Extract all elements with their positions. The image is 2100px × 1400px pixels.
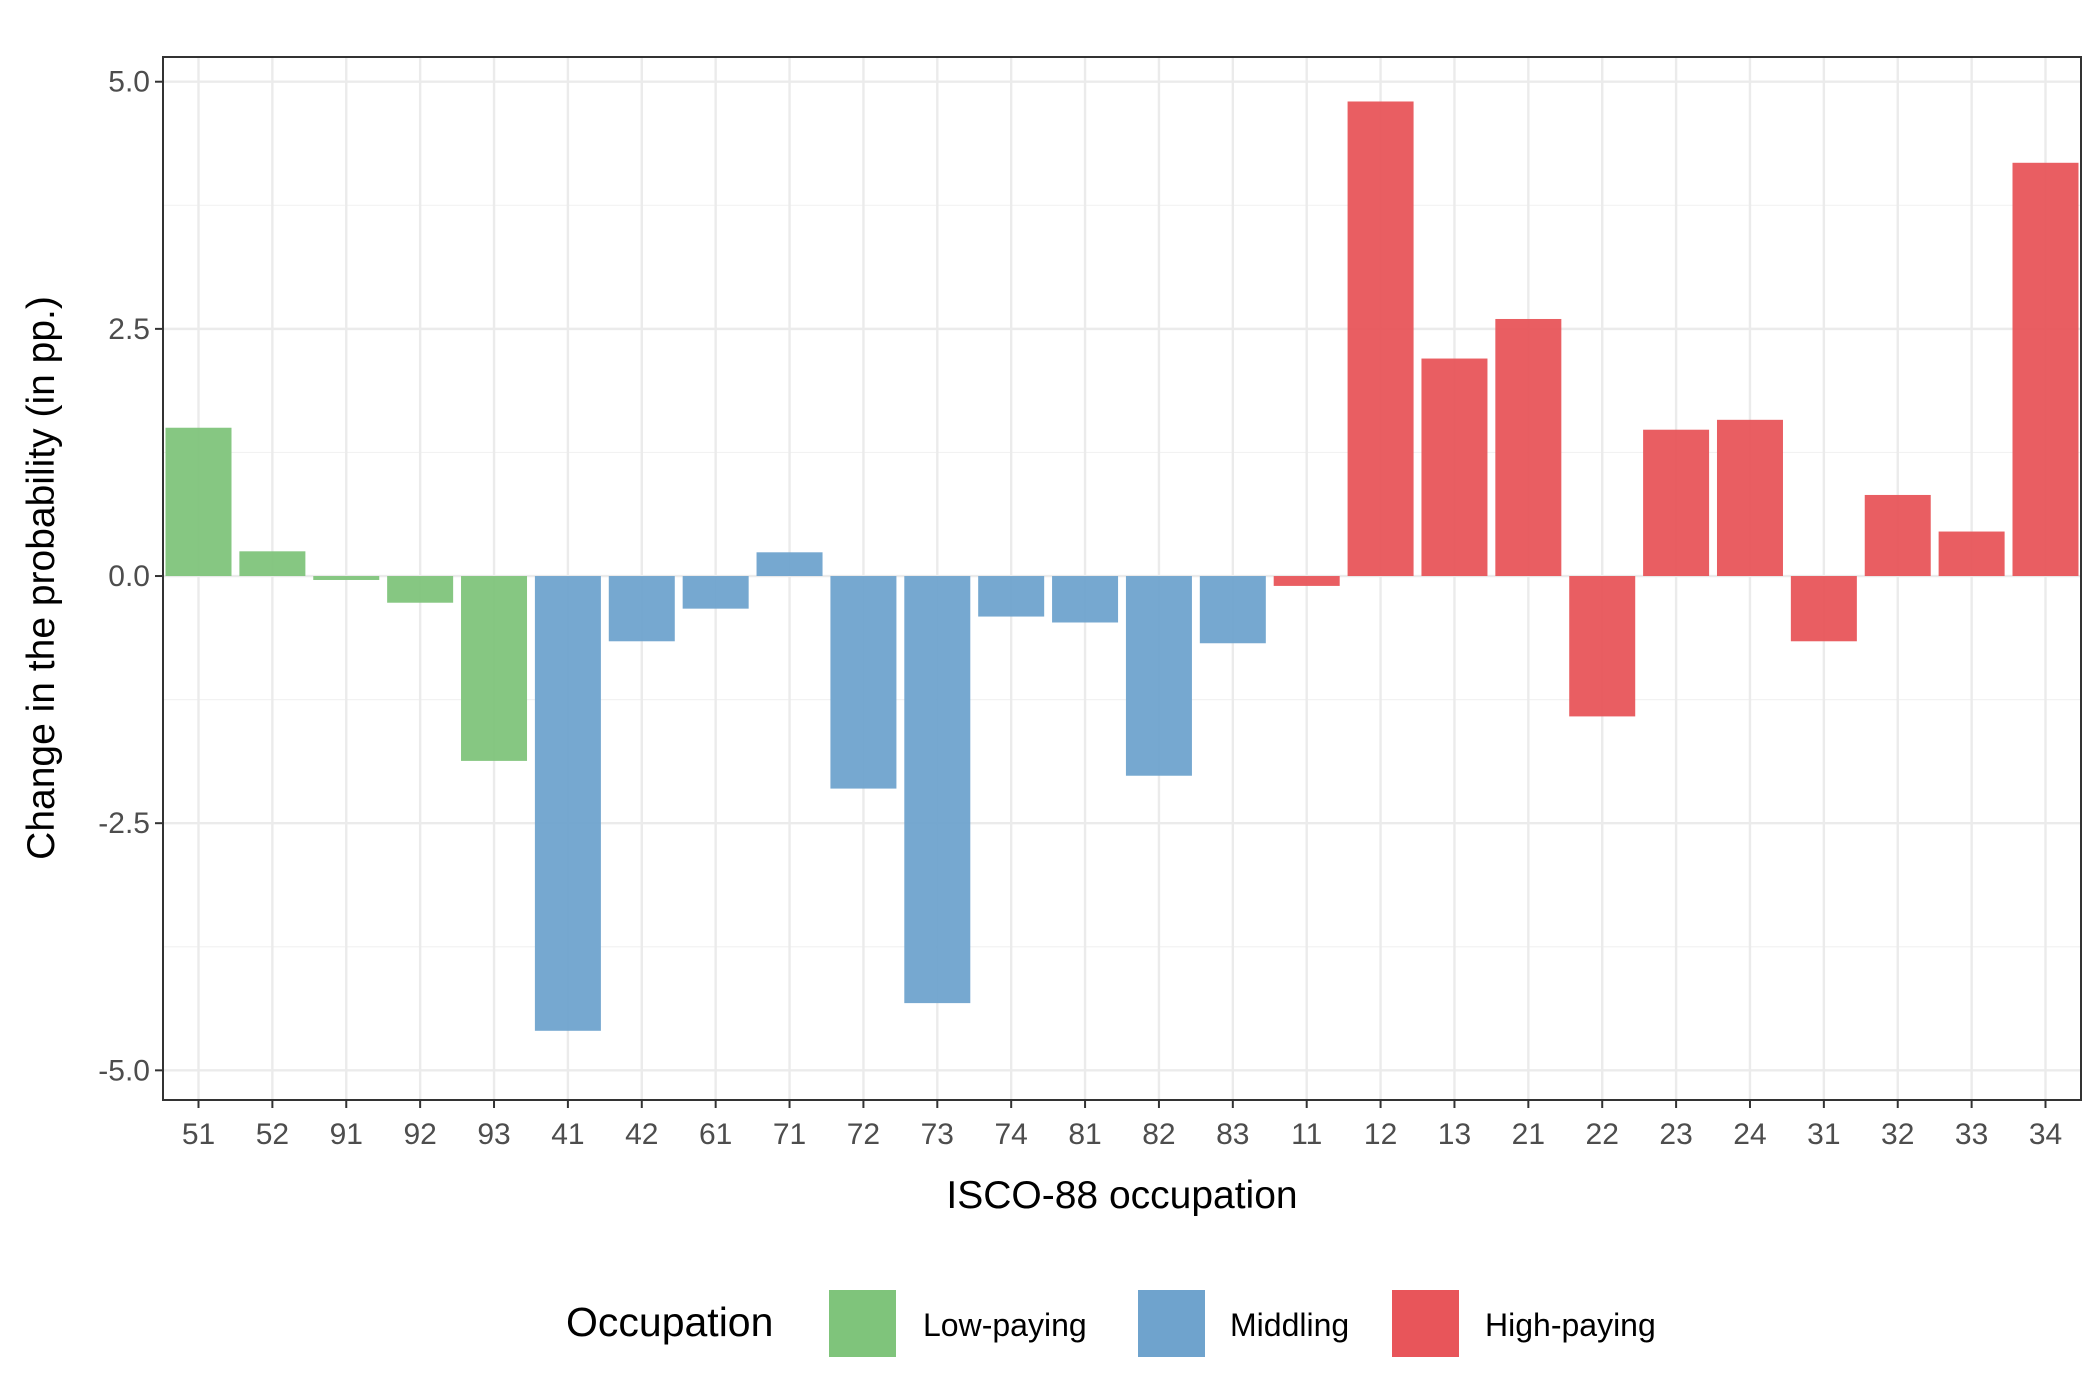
bar-82 [1125, 576, 1192, 776]
bar-92 [387, 576, 454, 603]
bar-24 [1716, 419, 1783, 577]
x-tick-label: 33 [1955, 1118, 1988, 1151]
y-tick-label: 0.0 [108, 560, 150, 593]
bar-83 [1199, 576, 1266, 644]
y-axis-ticks: -5.0 -2.5 0.0 2.5 5.0 [98, 66, 163, 1087]
bar-21 [1495, 318, 1562, 577]
x-tick-label: 93 [477, 1118, 510, 1151]
bar-74 [978, 576, 1045, 617]
legend-title: Occupation [566, 1299, 773, 1345]
bar-72 [830, 576, 897, 789]
bar-12 [1347, 101, 1414, 577]
x-tick-label: 71 [773, 1118, 806, 1151]
x-tick-label: 83 [1216, 1118, 1249, 1151]
bar-41 [534, 576, 601, 1031]
x-tick-label: 23 [1659, 1118, 1692, 1151]
x-tick-label: 24 [1733, 1118, 1766, 1151]
x-tick-label: 82 [1142, 1118, 1175, 1151]
bar-32 [1864, 494, 1931, 577]
legend-label-low: Low-paying [923, 1307, 1087, 1343]
x-tick-label: 61 [699, 1118, 732, 1151]
y-tick-label: -2.5 [98, 807, 150, 840]
legend: Occupation Low-paying Middling High-paying [566, 1290, 1656, 1357]
x-tick-label: 73 [921, 1118, 954, 1151]
bar-91 [313, 576, 380, 580]
x-tick-label: 11 [1291, 1118, 1322, 1151]
y-tick-label: 2.5 [108, 313, 150, 346]
legend-swatch-high [1392, 1290, 1459, 1357]
bar-22 [1569, 576, 1636, 717]
legend-label-mid: Middling [1230, 1307, 1349, 1343]
legend-swatch-low [829, 1290, 896, 1357]
x-tick-label: 92 [403, 1118, 436, 1151]
bar-73 [904, 576, 971, 1004]
bar-11 [1273, 576, 1340, 586]
legend-label-high: High-paying [1485, 1307, 1656, 1343]
bar-13 [1421, 358, 1488, 577]
bar-23 [1643, 429, 1710, 577]
bar-51 [165, 427, 232, 577]
x-tick-label: 34 [2029, 1118, 2062, 1151]
bars [165, 101, 2079, 1031]
x-tick-label: 72 [847, 1118, 880, 1151]
y-tick-label: 5.0 [108, 66, 150, 99]
x-tick-label: 13 [1438, 1118, 1471, 1151]
x-tick-label: 74 [994, 1118, 1027, 1151]
x-tick-label: 42 [625, 1118, 658, 1151]
x-tick-label: 21 [1512, 1118, 1545, 1151]
bar-61 [682, 576, 749, 609]
x-tick-label: 52 [256, 1118, 289, 1151]
x-axis-ticks: 51 52 91 92 93 41 42 61 71 72 73 74 81 82 83 11 12 13 21 22… [182, 1100, 2062, 1151]
y-tick-label: -5.0 [98, 1054, 150, 1087]
bar-31 [1790, 576, 1857, 642]
bar-81 [1052, 576, 1119, 623]
bar-42 [608, 576, 675, 642]
x-tick-label: 91 [330, 1118, 363, 1151]
bar-34 [2012, 162, 2079, 577]
x-tick-label: 32 [1881, 1118, 1914, 1151]
bar-33 [1938, 531, 2005, 577]
bar-93 [461, 576, 528, 761]
x-tick-label: 51 [182, 1118, 215, 1151]
x-tick-label: 12 [1364, 1118, 1397, 1151]
x-tick-label: 31 [1807, 1118, 1840, 1151]
bar-71 [756, 552, 823, 577]
x-tick-label: 41 [551, 1118, 584, 1151]
x-axis-title: ISCO-88 occupation [946, 1174, 1297, 1217]
bar-52 [239, 551, 306, 577]
x-tick-label: 81 [1068, 1118, 1101, 1151]
plot-panel-border [162, 56, 2082, 1101]
y-axis-title: Change in the probability (in pp.) [20, 296, 63, 860]
legend-swatch-mid [1138, 1290, 1205, 1357]
x-tick-label: 22 [1586, 1118, 1619, 1151]
